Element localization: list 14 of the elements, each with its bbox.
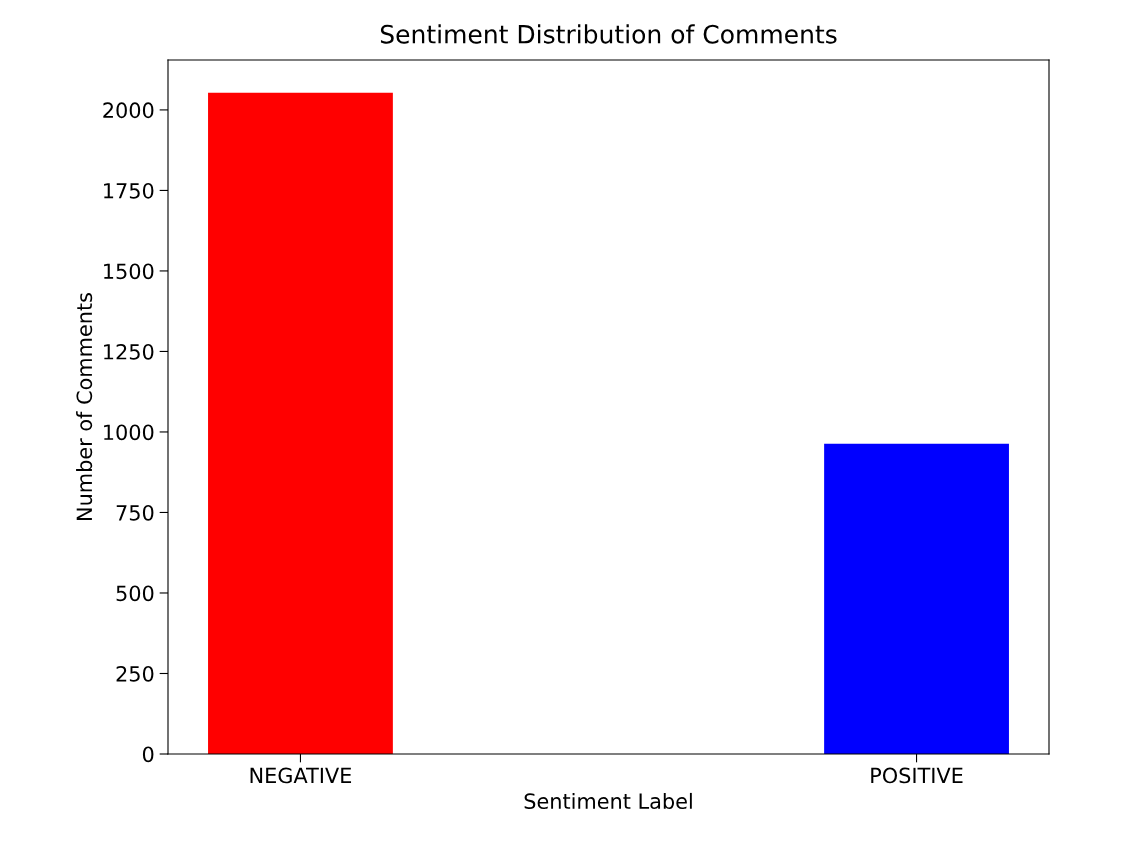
chart-title: Sentiment Distribution of Comments [380, 24, 837, 44]
y-tick-label: 2000 [103, 102, 154, 119]
y-tick-label: 1250 [104, 343, 154, 360]
y-tick-label: 750 [116, 504, 154, 521]
x-tick-label: NEGATIVE [250, 767, 352, 784]
y-tick-label: 500 [116, 585, 154, 602]
y-tick-label: 0 [142, 746, 154, 763]
y-tick-label: 1000 [104, 424, 154, 441]
y-tick-label: 1500 [104, 263, 154, 280]
y-tick-label: 1750 [104, 182, 154, 199]
x-axis-title: Sentiment Label [524, 792, 692, 810]
y-tick-label: 250 [116, 665, 154, 682]
y-axis-title: Number of Comments [76, 293, 93, 520]
x-tick-label: POSITIVE [871, 767, 963, 784]
